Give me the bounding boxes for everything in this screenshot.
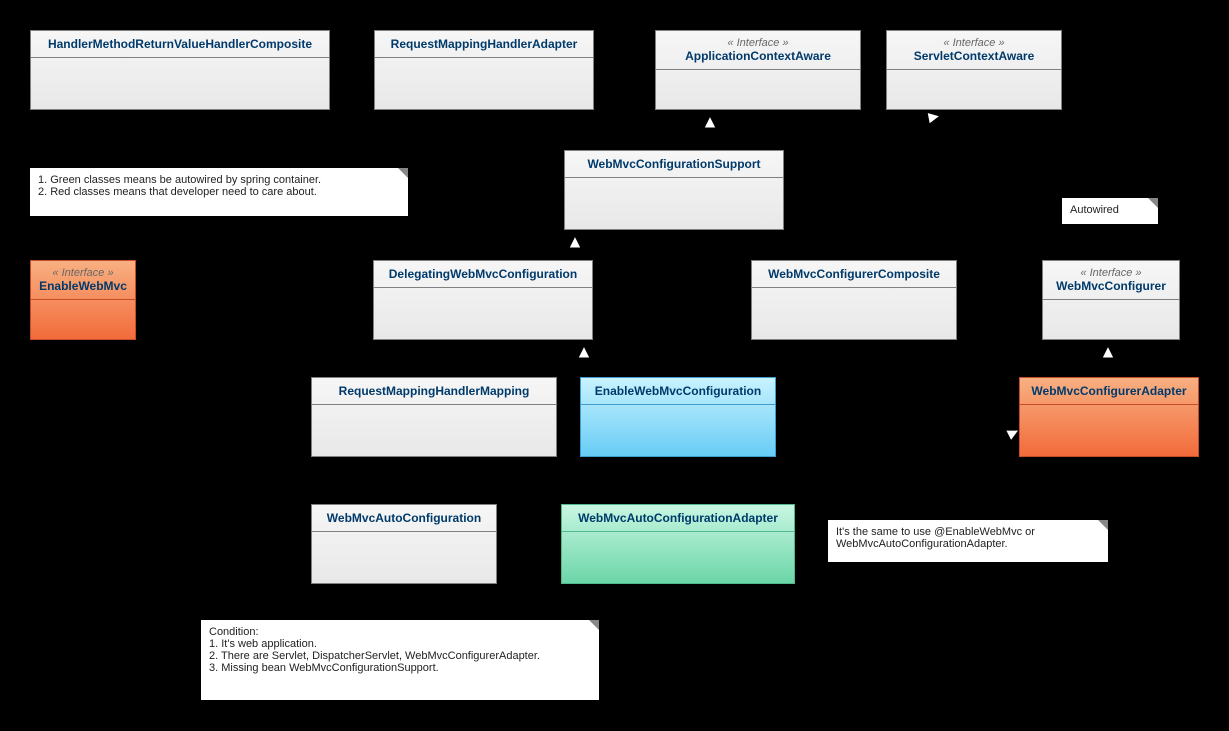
uml-stereotype: « Interface »: [1051, 267, 1171, 279]
uml-class-title: « Interface »WebMvcConfigurer: [1043, 261, 1179, 299]
uml-class-name: WebMvcConfigurationSupport: [573, 157, 775, 171]
uml-note-cond: Condition:1. It's web application.2. The…: [201, 620, 599, 700]
uml-class-ewm: « Interface »EnableWebMvc: [30, 260, 136, 340]
uml-class-name: RequestMappingHandlerAdapter: [383, 37, 585, 51]
note-fold-icon: [398, 168, 408, 178]
note-line: WebMvcAutoConfigurationAdapter.: [836, 538, 1100, 550]
uml-class-body: [565, 177, 783, 228]
edge-realize: [760, 116, 940, 150]
uml-class-hmrvhc: HandlerMethodReturnValueHandlerComposite: [30, 30, 330, 110]
note-line: 3. Missing bean WebMvcConfigurationSuppo…: [209, 662, 591, 674]
note-line: 2. There are Servlet, DispatcherServlet,…: [209, 650, 591, 662]
uml-class-wmcc: WebMvcConfigurerComposite: [751, 260, 957, 340]
uml-class-title: « Interface »EnableWebMvc: [31, 261, 135, 299]
uml-class-name: HandlerMethodReturnValueHandlerComposite: [39, 37, 321, 51]
uml-class-body: [1043, 299, 1179, 338]
uml-class-name: EnableWebMvc: [39, 279, 127, 293]
note-line: It's the same to use @EnableWebMvc or: [836, 526, 1100, 538]
uml-stereotype: « Interface »: [664, 37, 852, 49]
uml-class-wmcs: WebMvcConfigurationSupport: [564, 150, 784, 230]
note-fold-icon: [1148, 198, 1158, 208]
uml-class-title: WebMvcConfigurerComposite: [752, 261, 956, 287]
uml-class-title: DelegatingWebMvcConfiguration: [374, 261, 592, 287]
uml-note-legend: 1. Green classes means be autowired by s…: [30, 168, 408, 216]
uml-class-ewmc: EnableWebMvcConfiguration: [580, 377, 776, 457]
uml-class-body: [375, 57, 593, 108]
uml-class-name: WebMvcConfigurerAdapter: [1028, 384, 1190, 398]
uml-class-name: WebMvcAutoConfigurationAdapter: [570, 511, 786, 525]
uml-stereotype: « Interface »: [895, 37, 1053, 49]
uml-class-body: [562, 531, 794, 582]
uml-class-title: WebMvcConfigurationSupport: [565, 151, 783, 177]
note-fold-icon: [1098, 520, 1108, 530]
uml-class-title: EnableWebMvcConfiguration: [581, 378, 775, 404]
uml-class-title: « Interface »ApplicationContextAware: [656, 31, 860, 69]
uml-class-name: RequestMappingHandlerMapping: [320, 384, 548, 398]
uml-class-name: DelegatingWebMvcConfiguration: [382, 267, 584, 281]
uml-class-body: [31, 299, 135, 338]
note-line: 2. Red classes means that developer need…: [38, 186, 400, 198]
uml-class-title: RequestMappingHandlerAdapter: [375, 31, 593, 57]
uml-class-title: WebMvcAutoConfiguration: [312, 505, 496, 531]
uml-class-body: [1020, 404, 1198, 455]
uml-class-title: HandlerMethodReturnValueHandlerComposite: [31, 31, 329, 57]
uml-class-aca: « Interface »ApplicationContextAware: [655, 30, 861, 110]
uml-class-name: WebMvcConfigurerComposite: [760, 267, 948, 281]
uml-class-title: « Interface »ServletContextAware: [887, 31, 1061, 69]
uml-class-body: [31, 57, 329, 108]
uml-class-wmac: WebMvcAutoConfiguration: [311, 504, 497, 584]
uml-class-body: [752, 287, 956, 338]
uml-note-autowired: Autowired: [1062, 198, 1158, 224]
uml-class-title: RequestMappingHandlerMapping: [312, 378, 556, 404]
uml-class-name: ServletContextAware: [895, 49, 1053, 63]
uml-class-name: WebMvcAutoConfiguration: [320, 511, 488, 525]
uml-class-body: [374, 287, 592, 338]
uml-class-name: EnableWebMvcConfiguration: [589, 384, 767, 398]
uml-class-name: WebMvcConfigurer: [1051, 279, 1171, 293]
uml-class-body: [581, 404, 775, 455]
uml-class-title: WebMvcConfigurerAdapter: [1020, 378, 1198, 404]
uml-class-rmhm: RequestMappingHandlerMapping: [311, 377, 557, 457]
uml-class-wmaca: WebMvcAutoConfigurationAdapter: [561, 504, 795, 584]
uml-class-sca: « Interface »ServletContextAware: [886, 30, 1062, 110]
note-line: Autowired: [1070, 204, 1150, 216]
note-line: 1. It's web application.: [209, 638, 591, 650]
uml-class-body: [312, 531, 496, 582]
uml-class-title: WebMvcAutoConfigurationAdapter: [562, 505, 794, 531]
uml-class-dwmc: DelegatingWebMvcConfiguration: [373, 260, 593, 340]
edge-dep: [484, 110, 575, 162]
uml-class-body: [312, 404, 556, 455]
note-line: Condition:: [209, 626, 591, 638]
uml-stereotype: « Interface »: [39, 267, 127, 279]
uml-class-body: [656, 69, 860, 108]
uml-class-name: ApplicationContextAware: [664, 49, 852, 63]
uml-class-rmha: RequestMappingHandlerAdapter: [374, 30, 594, 110]
note-fold-icon: [589, 620, 599, 630]
uml-class-body: [887, 69, 1061, 108]
uml-class-wmc: « Interface »WebMvcConfigurer: [1042, 260, 1180, 340]
uml-class-wmca: WebMvcConfigurerAdapter: [1019, 377, 1199, 457]
note-line: 1. Green classes means be autowired by s…: [38, 174, 400, 186]
uml-note-same: It's the same to use @EnableWebMvc orWeb…: [828, 520, 1108, 562]
